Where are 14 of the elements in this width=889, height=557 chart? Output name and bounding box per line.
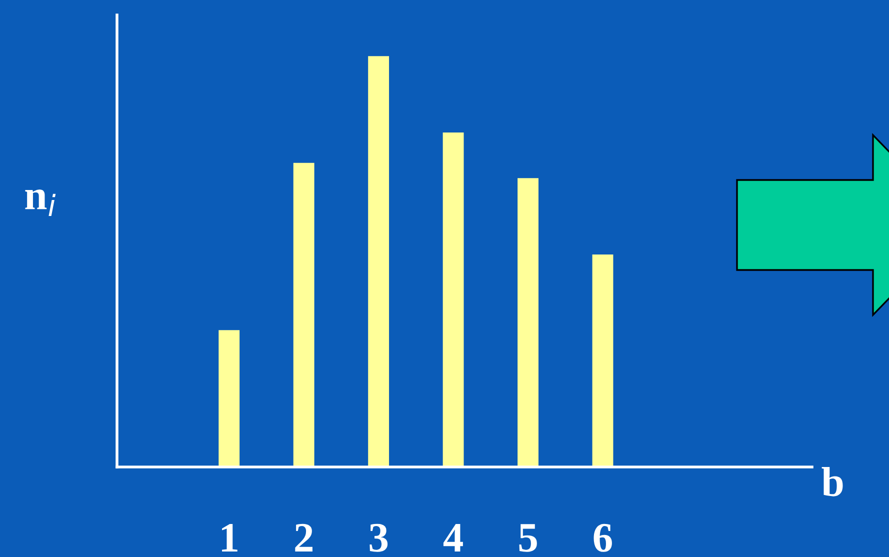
x-tick-label: 5 bbox=[519, 524, 537, 552]
x-tick-label: 4 bbox=[443, 524, 463, 552]
bar bbox=[442, 132, 464, 467]
bar bbox=[592, 254, 614, 467]
bar bbox=[368, 56, 390, 467]
x-tick-label: 2 bbox=[295, 524, 312, 552]
x-tick-label: 3 bbox=[370, 524, 388, 552]
bar bbox=[218, 330, 240, 467]
y-axis-title: n$_{i}$ bbox=[25, 190, 56, 216]
x-tick-label: 6 bbox=[594, 524, 612, 552]
x-axis-title: b bbox=[822, 467, 843, 496]
bar bbox=[518, 178, 538, 467]
bar bbox=[293, 162, 314, 467]
x-tick-label: 1 bbox=[222, 524, 238, 552]
